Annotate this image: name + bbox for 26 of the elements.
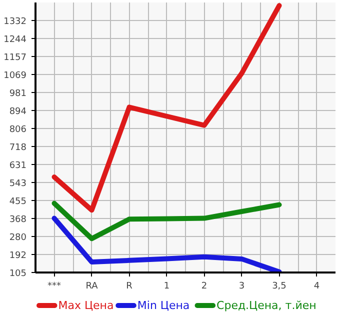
y-tick-label: 105	[9, 269, 27, 279]
y-tick-label: 280	[9, 233, 27, 244]
y-tick-label: 455	[9, 197, 27, 208]
x-tick-label: 3	[238, 282, 245, 292]
y-tick-label: 1069	[4, 71, 27, 82]
legend-label: Min Цена	[137, 299, 190, 312]
y-tick-label: 1332	[4, 17, 26, 28]
y-tick-label: 1244	[4, 35, 27, 46]
x-tick-label: 4	[314, 282, 320, 292]
x-tick-label: 2	[201, 282, 208, 292]
y-tick-label: 192	[9, 251, 27, 262]
x-tick-label: R	[126, 282, 132, 292]
y-tick-label: 1157	[4, 53, 26, 63]
x-tick-label: 3,5	[272, 282, 286, 292]
y-tick-label: 894	[9, 107, 27, 117]
y-tick-label: 543	[9, 179, 27, 190]
y-tick-label: 806	[9, 125, 27, 136]
y-tick-label: 631	[9, 161, 27, 171]
legend-label: Max Цена	[58, 299, 114, 312]
y-tick-label: 718	[9, 143, 27, 154]
y-tick-label: 981	[9, 89, 27, 100]
legend-label: Сред.Цена, т.йен	[216, 299, 316, 312]
x-tick-label: 1	[164, 282, 170, 292]
x-tick-label: RA	[86, 282, 99, 292]
x-tick-label: ***	[48, 282, 62, 292]
y-tick-label: 368	[9, 215, 27, 225]
